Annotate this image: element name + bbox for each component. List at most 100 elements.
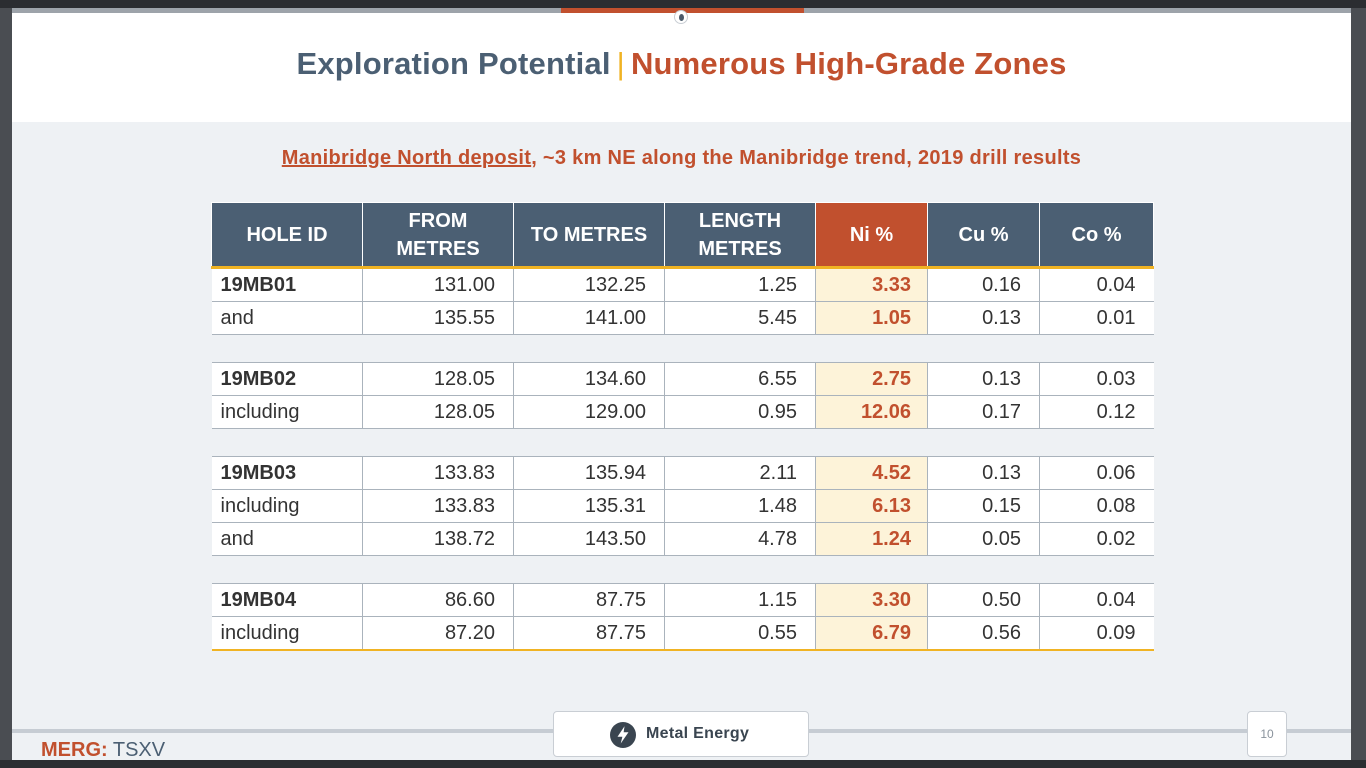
header-from-metres: FROM METRES (362, 202, 514, 269)
subtitle-rest: , ~3 km NE along the Manibridge trend, 2… (531, 147, 1082, 169)
header-length-line2: METRES (698, 237, 782, 260)
cell-from: 87.20 (362, 616, 514, 651)
cell-co: 0.04 (1039, 583, 1154, 617)
lightning-bolt-icon (610, 722, 636, 748)
cell-from: 86.60 (362, 583, 514, 617)
cell-ni: 2.75 (815, 362, 928, 396)
slide-marker-icon (674, 10, 688, 24)
header-from-line2: METRES (396, 237, 480, 260)
cell-length: 0.95 (664, 395, 816, 429)
cell-cu: 0.56 (927, 616, 1040, 651)
cell-ni: 3.33 (815, 267, 928, 302)
slide: Exploration Potential | Numerous High-Grad… (12, 8, 1351, 760)
cell-length: 5.45 (664, 301, 816, 335)
window-frame-top (0, 0, 1366, 8)
cell-co: 0.02 (1039, 522, 1154, 556)
cell-ni: 1.05 (815, 301, 928, 335)
cell-to: 87.75 (513, 583, 665, 617)
cell-from: 133.83 (362, 456, 514, 490)
slide-subtitle: Manibridge North deposit, ~3 km NE along… (12, 147, 1351, 170)
header-cu-percent: Cu % (927, 202, 1040, 269)
cell-hole: and (211, 522, 363, 556)
cell-ni: 6.79 (815, 616, 928, 651)
cell-hole: 19MB02 (211, 362, 363, 396)
cell-ni: 4.52 (815, 456, 928, 490)
cell-from: 133.83 (362, 489, 514, 523)
cell-from: 138.72 (362, 522, 514, 556)
cell-cu: 0.17 (927, 395, 1040, 429)
table-row: and 135.55 141.00 5.45 1.05 0.13 0.01 (211, 301, 1154, 335)
cell-length: 4.78 (664, 522, 816, 556)
cell-ni: 6.13 (815, 489, 928, 523)
table-row: and 138.72 143.50 4.78 1.24 0.05 0.02 (211, 522, 1154, 556)
cell-cu: 0.05 (927, 522, 1040, 556)
title-separator: | (616, 46, 625, 81)
header-to-metres: TO METRES (513, 202, 665, 269)
cell-ni: 1.24 (815, 522, 928, 556)
table-row: 19MB03 133.83 135.94 2.11 4.52 0.13 0.06 (211, 456, 1154, 490)
cell-cu: 0.13 (927, 301, 1040, 335)
table-group-spacer (211, 555, 1154, 584)
page-number: 10 (1247, 711, 1287, 757)
header-hole-id: HOLE ID (211, 202, 363, 269)
drill-results-table: HOLE ID FROM METRES TO METRES LENGTH METRE… (211, 202, 1154, 651)
cell-co: 0.12 (1039, 395, 1154, 429)
title-part2: Numerous High-Grade Zones (630, 46, 1067, 81)
cell-to: 143.50 (513, 522, 665, 556)
header-length-line1: LENGTH (698, 209, 782, 232)
table-row: 19MB04 86.60 87.75 1.15 3.30 0.50 0.04 (211, 583, 1154, 617)
cell-length: 6.55 (664, 362, 816, 396)
cell-hole: and (211, 301, 363, 335)
cell-length: 1.15 (664, 583, 816, 617)
table-row: including 87.20 87.75 0.55 6.79 0.56 0.0… (211, 616, 1154, 651)
subtitle-deposit-name: Manibridge North deposit (281, 147, 532, 169)
cell-co: 0.08 (1039, 489, 1154, 523)
cell-hole: 19MB01 (211, 267, 363, 302)
cell-hole: 19MB04 (211, 583, 363, 617)
cell-to: 134.60 (513, 362, 665, 396)
table-row: 19MB02 128.05 134.60 6.55 2.75 0.13 0.03 (211, 362, 1154, 396)
cell-cu: 0.13 (927, 456, 1040, 490)
cell-length: 0.55 (664, 616, 816, 651)
header-co-percent: Co % (1039, 202, 1154, 269)
cell-hole: 19MB03 (211, 456, 363, 490)
cell-to: 132.25 (513, 267, 665, 302)
cell-from: 128.05 (362, 395, 514, 429)
cell-to: 129.00 (513, 395, 665, 429)
ticker-symbol: MERG: (41, 739, 108, 760)
cell-to: 135.94 (513, 456, 665, 490)
cell-to: 135.31 (513, 489, 665, 523)
table-row: including 128.05 129.00 0.95 12.06 0.17 … (211, 395, 1154, 429)
cell-cu: 0.50 (927, 583, 1040, 617)
cell-hole: including (211, 616, 363, 651)
cell-ni: 3.30 (815, 583, 928, 617)
cell-hole: including (211, 489, 363, 523)
table-row: 19MB01 131.00 132.25 1.25 3.33 0.16 0.04 (211, 267, 1154, 302)
cell-ni: 12.06 (815, 395, 928, 429)
cell-co: 0.03 (1039, 362, 1154, 396)
cell-cu: 0.13 (927, 362, 1040, 396)
cell-cu: 0.15 (927, 489, 1040, 523)
title-part1: Exploration Potential (296, 46, 611, 81)
slide-title: Exploration Potential | Numerous High-Grad… (12, 46, 1351, 82)
cell-co: 0.04 (1039, 267, 1154, 302)
cell-from: 135.55 (362, 301, 514, 335)
cell-hole: including (211, 395, 363, 429)
cell-co: 0.01 (1039, 301, 1154, 335)
cell-length: 1.48 (664, 489, 816, 523)
table-row: including 133.83 135.31 1.48 6.13 0.15 0… (211, 489, 1154, 523)
window-frame-bottom (0, 760, 1366, 768)
header-length-metres: LENGTH METRES (664, 202, 816, 269)
cell-co: 0.09 (1039, 616, 1154, 651)
cell-length: 2.11 (664, 456, 816, 490)
header-ni-percent: Ni % (815, 202, 928, 269)
cell-from: 128.05 (362, 362, 514, 396)
logo-text: Metal Energy (646, 725, 750, 742)
ticker-exchange: TSXV (112, 739, 166, 760)
header-from-line1: FROM (408, 209, 468, 232)
cell-to: 141.00 (513, 301, 665, 335)
cell-length: 1.25 (664, 267, 816, 302)
table-header-row: HOLE ID FROM METRES TO METRES LENGTH METRE… (211, 202, 1154, 269)
table-group-spacer (211, 428, 1154, 457)
cell-cu: 0.16 (927, 267, 1040, 302)
